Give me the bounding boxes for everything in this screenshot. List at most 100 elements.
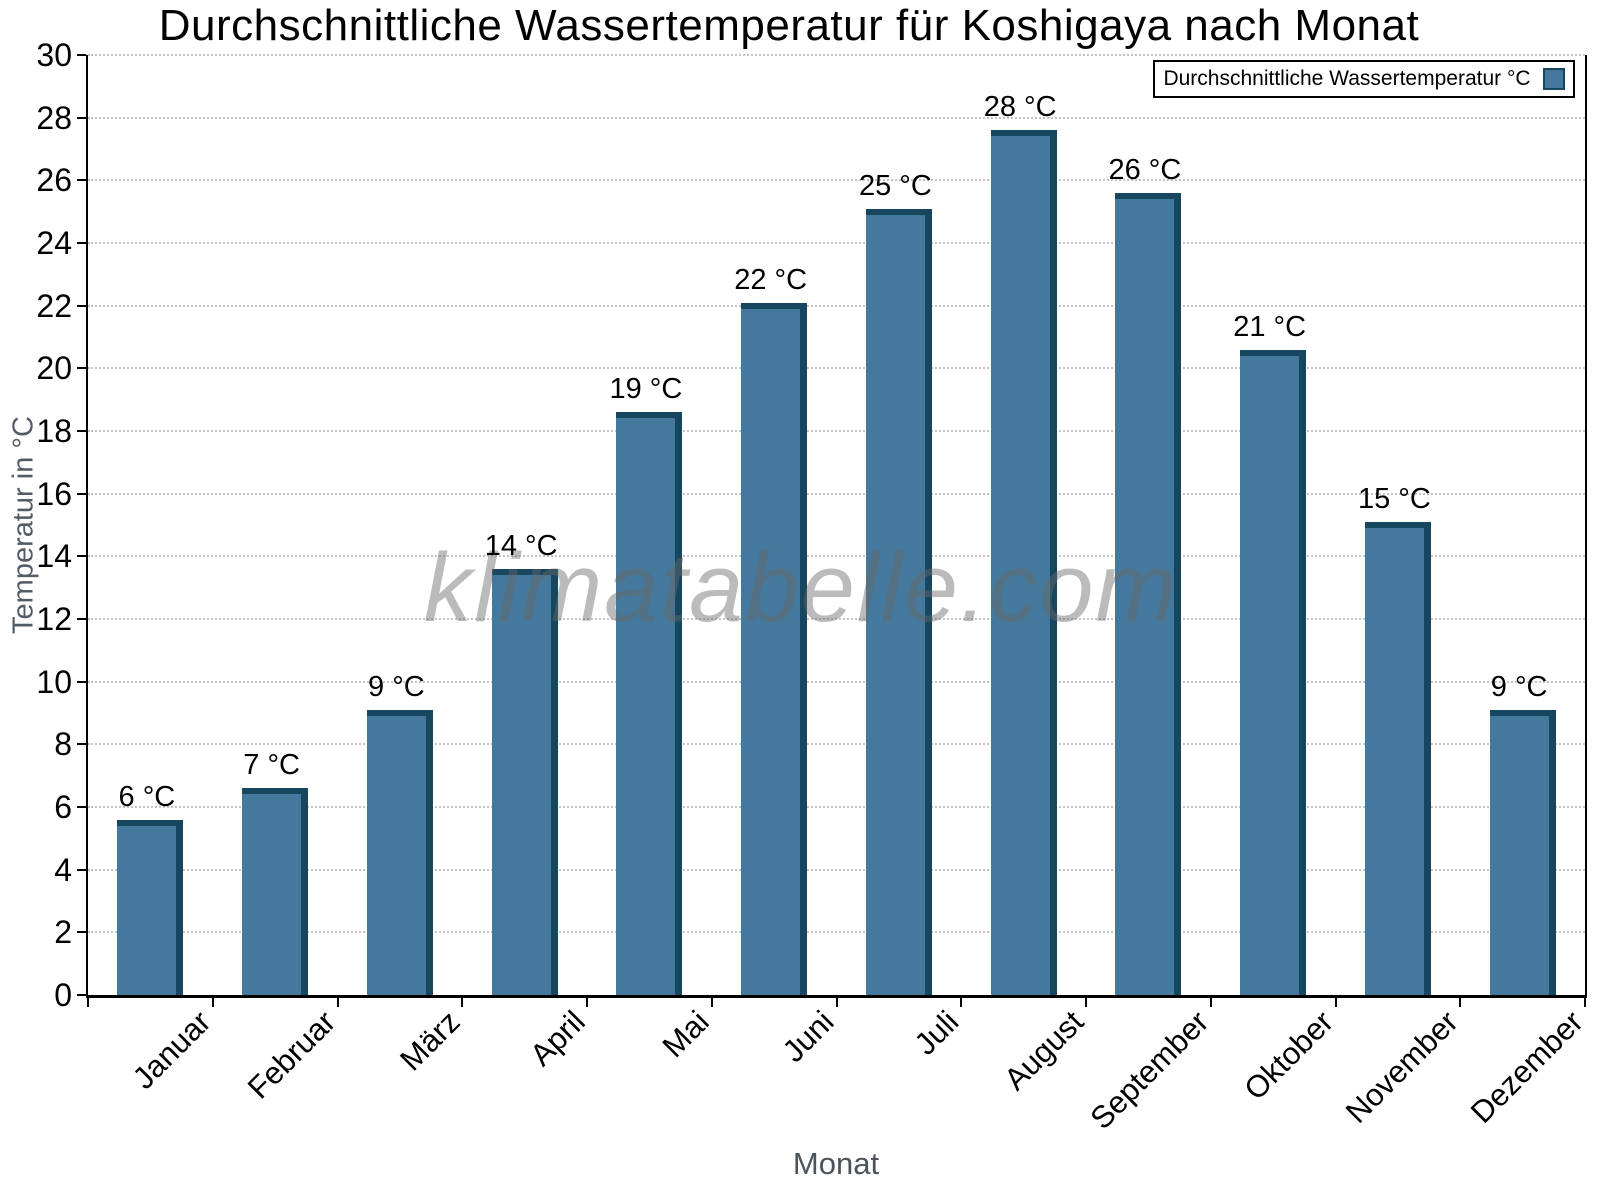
bar-mai[interactable] — [616, 412, 683, 995]
bar-august[interactable] — [990, 130, 1057, 995]
x-axis-tick — [461, 995, 464, 1007]
y-axis-tick — [77, 680, 86, 683]
gridline — [88, 555, 1585, 558]
plot-area: klimatabelle.com 6 °C 7 °C 9 °C 14 °C 19 °C 2… — [88, 54, 1585, 995]
y-axis-line — [86, 55, 88, 998]
bar-value-label: 25 °C — [858, 169, 932, 202]
y-axis-tick — [77, 743, 86, 746]
x-axis-tick — [1459, 995, 1462, 1007]
x-tick-label-juni: Juni — [775, 1004, 841, 1069]
bar-dezember[interactable] — [1489, 709, 1556, 995]
bar-value-label: 21 °C — [1233, 310, 1307, 343]
y-axis-tick — [77, 242, 86, 244]
bar-value-label: 15 °C — [1357, 482, 1431, 515]
bar-value-label: 26 °C — [1108, 153, 1182, 186]
y-axis-tick — [77, 806, 86, 808]
x-axis-tick — [1085, 995, 1087, 1007]
bar-september[interactable] — [1115, 192, 1182, 995]
x-axis-tick — [710, 995, 713, 1007]
x-axis-tick — [586, 995, 588, 1007]
y-tick-label: 6 — [54, 789, 72, 825]
bar-juni[interactable] — [741, 302, 808, 995]
bar-value-label: 7 °C — [243, 749, 300, 782]
y-tick-label: 16 — [36, 475, 72, 512]
y-axis-tick — [77, 868, 86, 871]
y-tick-label: 2 — [54, 914, 72, 951]
x-axis-tick — [835, 995, 838, 1007]
gridline — [88, 931, 1585, 934]
x-axis-tick — [336, 995, 339, 1007]
watermark: klimatabelle.com — [423, 533, 1179, 642]
bar-value-label: 28 °C — [983, 91, 1057, 124]
gridline — [88, 116, 1585, 119]
chart-title: Durchschnittliche Wassertemperatur für K… — [158, 1, 1420, 50]
bar-november[interactable] — [1364, 521, 1431, 995]
x-tick-label-august: August — [997, 1004, 1091, 1097]
gridline — [88, 806, 1585, 808]
y-axis-tick — [77, 367, 86, 370]
gridline — [88, 743, 1585, 746]
gridline — [88, 680, 1585, 683]
gridline — [88, 430, 1585, 432]
y-tick-label: 8 — [54, 726, 72, 763]
x-tick-label-april: April — [522, 1004, 592, 1073]
x-tick-label-märz: März — [393, 1004, 467, 1078]
bar-value-label: 14 °C — [484, 529, 558, 562]
y-tick-label: 14 — [36, 538, 72, 575]
y-axis-tick — [77, 931, 86, 934]
y-axis-tick — [77, 430, 86, 432]
y-tick-label: 10 — [36, 663, 72, 700]
bar-februar[interactable] — [242, 788, 309, 995]
y-axis-tick — [77, 54, 86, 56]
x-axis-tick — [1209, 995, 1212, 1007]
y-tick-label: 4 — [54, 851, 72, 888]
y-axis-tick — [77, 994, 86, 996]
gridline — [88, 367, 1585, 370]
bar-value-label: 6 °C — [118, 780, 176, 813]
bar-juli[interactable] — [865, 208, 932, 995]
legend[interactable]: Durchschnittliche Wassertemperatur °C — [1153, 60, 1575, 98]
y-axis-tick — [77, 116, 86, 119]
gridline — [88, 242, 1585, 244]
y-tick-label: 26 — [36, 162, 72, 199]
x-tick-label-november: November — [1338, 1004, 1465, 1130]
x-tick-label-februar: Februar — [240, 1004, 342, 1106]
y-axis-tick — [77, 555, 86, 558]
x-tick-label-juli: Juli — [907, 1004, 966, 1062]
bar-oktober[interactable] — [1240, 349, 1307, 995]
x-tick-label-oktober: Oktober — [1237, 1004, 1340, 1107]
y-tick-label: 30 — [36, 37, 72, 73]
y-tick-label: 28 — [36, 99, 72, 136]
gridline — [88, 618, 1585, 620]
y-tick-label: 20 — [36, 350, 72, 387]
y-tick-label: 0 — [54, 977, 72, 1013]
x-axis-tick — [1584, 995, 1586, 1007]
bar-value-label: 19 °C — [609, 373, 683, 406]
y-tick-label: 24 — [36, 225, 72, 261]
y-tick-label: 18 — [36, 413, 72, 449]
x-tick-label-september: September — [1083, 1004, 1216, 1136]
x-axis-title: Monat — [792, 1146, 880, 1181]
x-axis-tick — [87, 995, 89, 1007]
bar-april[interactable] — [491, 568, 558, 995]
gridline — [88, 304, 1585, 307]
bar-januar[interactable] — [117, 819, 184, 995]
y-axis-tick — [77, 179, 86, 182]
x-axis-tick — [211, 995, 214, 1007]
legend-swatch-icon — [1542, 68, 1565, 90]
gridline — [88, 868, 1585, 871]
y-axis-tick — [77, 304, 86, 307]
bar-value-label: 9 °C — [368, 670, 425, 703]
gridline — [88, 179, 1585, 182]
y-axis-tick — [77, 492, 86, 495]
bar-märz[interactable] — [366, 709, 433, 995]
x-axis-tick — [960, 995, 963, 1007]
plot-right-border — [1585, 55, 1587, 998]
y-tick-label: 22 — [36, 287, 72, 324]
legend-label: Durchschnittliche Wassertemperatur °C — [1163, 67, 1531, 90]
x-axis-tick — [1334, 995, 1337, 1007]
bar-value-label: 22 °C — [734, 263, 808, 296]
bar-value-label: 9 °C — [1490, 670, 1548, 703]
gridline — [88, 54, 1585, 56]
